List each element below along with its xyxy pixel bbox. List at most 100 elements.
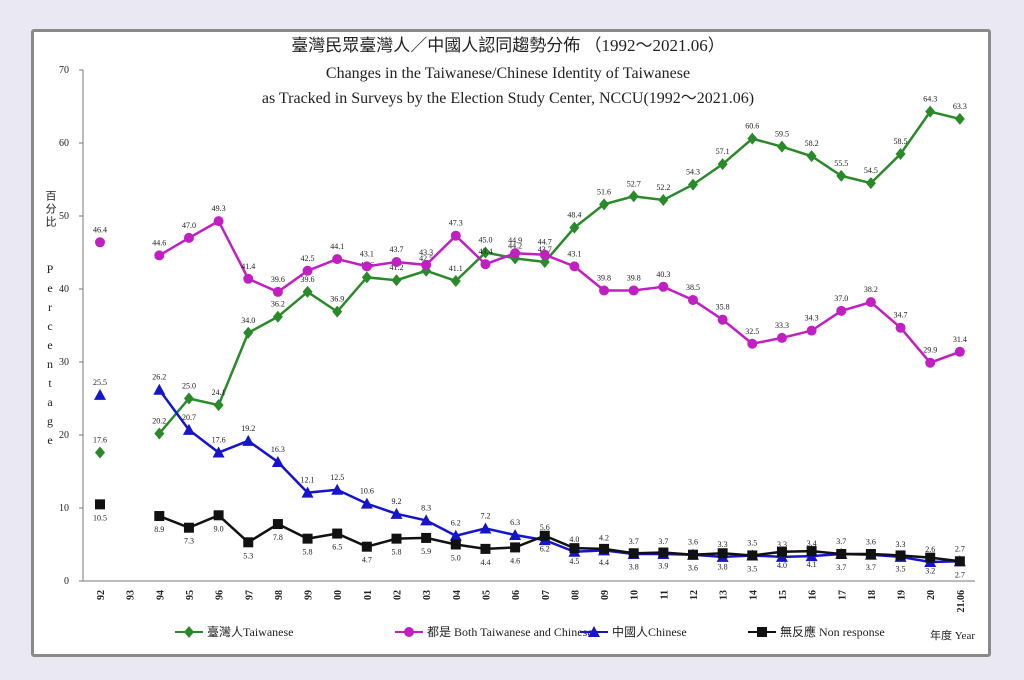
point bbox=[569, 543, 580, 554]
point bbox=[301, 486, 314, 498]
point bbox=[539, 530, 550, 541]
point bbox=[628, 285, 639, 296]
data-label: 2.6 bbox=[925, 545, 935, 554]
data-label: 31.4 bbox=[953, 335, 967, 344]
data-label: 58.5 bbox=[894, 137, 908, 146]
point bbox=[243, 326, 254, 339]
point bbox=[895, 322, 906, 333]
point bbox=[895, 550, 906, 561]
data-label: 49.3 bbox=[212, 204, 226, 213]
data-label: 58.2 bbox=[805, 139, 819, 148]
legend-label: 臺灣人Taiwanese bbox=[207, 624, 293, 639]
point bbox=[599, 285, 610, 296]
data-label: 4.0 bbox=[777, 561, 787, 570]
data-label: 16.3 bbox=[271, 445, 285, 454]
data-label: 64.3 bbox=[923, 95, 937, 104]
data-label: 43.4 bbox=[478, 247, 492, 256]
data-label: 41.1 bbox=[449, 264, 463, 273]
point bbox=[806, 150, 817, 163]
data-label: 25.0 bbox=[182, 382, 196, 391]
point bbox=[747, 338, 758, 349]
point bbox=[213, 216, 224, 227]
data-label: 3.6 bbox=[688, 538, 698, 547]
data-label: 3.5 bbox=[747, 564, 757, 573]
data-label: 54.3 bbox=[686, 168, 700, 177]
y-tick-label: 60 bbox=[59, 138, 69, 149]
point bbox=[272, 286, 283, 297]
point bbox=[539, 249, 550, 260]
data-label: 3.7 bbox=[866, 563, 876, 572]
point bbox=[154, 511, 165, 522]
point bbox=[539, 255, 550, 268]
data-label: 43.3 bbox=[419, 248, 433, 257]
data-label: 4.2 bbox=[599, 533, 609, 542]
data-label: 39.8 bbox=[597, 273, 611, 282]
data-label: 35.8 bbox=[716, 303, 730, 312]
point bbox=[747, 132, 758, 145]
data-label: 3.8 bbox=[718, 562, 728, 571]
data-label: 44.2 bbox=[508, 241, 522, 250]
data-label: 36.2 bbox=[271, 300, 285, 309]
x-tick-label: 95 bbox=[185, 590, 196, 600]
data-label: 24.1 bbox=[212, 388, 226, 397]
data-label: 6.2 bbox=[451, 519, 461, 528]
point bbox=[360, 497, 373, 509]
point bbox=[925, 552, 936, 563]
data-label: 40.3 bbox=[656, 270, 670, 279]
data-label: 48.4 bbox=[567, 211, 581, 220]
point bbox=[94, 388, 106, 400]
point bbox=[658, 547, 669, 558]
point bbox=[628, 548, 639, 559]
x-tick-label: 16 bbox=[808, 590, 819, 600]
data-label: 2.7 bbox=[955, 544, 965, 553]
point bbox=[302, 265, 313, 276]
data-label: 7.3 bbox=[184, 537, 194, 546]
point bbox=[688, 549, 698, 560]
data-label: 44.7 bbox=[538, 238, 552, 247]
data-label: 39.6 bbox=[271, 275, 285, 284]
data-label: 46.4 bbox=[93, 225, 107, 234]
x-tick-label: 18 bbox=[867, 590, 878, 600]
point bbox=[361, 271, 372, 284]
data-label: 10.5 bbox=[93, 513, 107, 522]
data-label: 3.5 bbox=[896, 564, 906, 573]
data-label: 17.6 bbox=[212, 436, 226, 445]
x-tick-label: 04 bbox=[452, 590, 463, 600]
data-label: 25.5 bbox=[93, 378, 107, 387]
data-label: 26.2 bbox=[152, 373, 166, 382]
point bbox=[183, 232, 194, 243]
point bbox=[510, 542, 521, 553]
point bbox=[954, 346, 965, 357]
data-label: 32.5 bbox=[745, 327, 759, 336]
legend-label: 無反應 Non response bbox=[780, 624, 885, 639]
point bbox=[776, 546, 787, 557]
data-label: 60.6 bbox=[745, 122, 759, 131]
series-line bbox=[158, 110, 961, 435]
point bbox=[95, 446, 105, 459]
data-label: 41.4 bbox=[241, 262, 255, 271]
point bbox=[183, 522, 194, 533]
data-label: 44.9 bbox=[508, 236, 522, 245]
data-label: 4.4 bbox=[480, 558, 490, 567]
data-label: 44.6 bbox=[152, 238, 166, 247]
data-label: 3.3 bbox=[718, 540, 728, 549]
point bbox=[599, 543, 610, 554]
data-label: 3.6 bbox=[866, 538, 876, 547]
x-tick-label: 19 bbox=[897, 590, 908, 600]
point bbox=[806, 325, 817, 336]
data-label: 6.3 bbox=[510, 518, 520, 527]
data-label: 3.2 bbox=[925, 567, 935, 576]
point bbox=[569, 221, 580, 234]
data-label: 4.7 bbox=[362, 556, 372, 565]
data-label: 4.4 bbox=[599, 558, 609, 567]
y-axis-label-zh: 百分比 bbox=[44, 190, 57, 229]
data-label: 5.6 bbox=[540, 523, 550, 532]
point bbox=[628, 190, 639, 203]
data-label: 37.0 bbox=[834, 294, 848, 303]
data-label: 9.2 bbox=[392, 497, 402, 506]
x-tick-label: 14 bbox=[748, 590, 759, 600]
data-label: 9.0 bbox=[214, 524, 224, 533]
point bbox=[510, 248, 521, 259]
legend-marker bbox=[588, 626, 600, 637]
